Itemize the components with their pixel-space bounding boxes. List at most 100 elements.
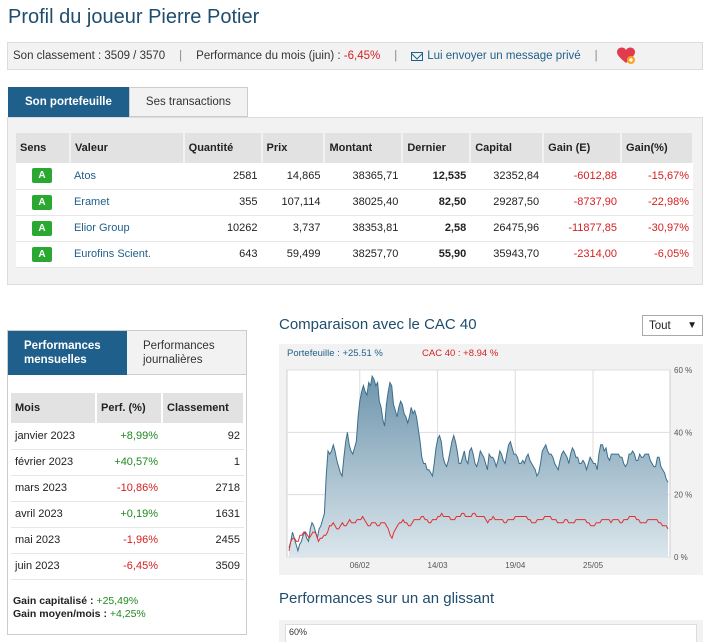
legend-portfolio: Portefeuille : +25.51 % — [287, 348, 383, 359]
table-row: juin 2023 -6,45% 3509 — [11, 553, 244, 580]
rolling-performance-chart: 60% — [279, 620, 703, 642]
capital-cell: 29287,50 — [470, 189, 544, 216]
rank-cell: 2718 — [162, 475, 244, 502]
separator: | — [179, 50, 183, 62]
chevron-down-icon: ▼ — [687, 320, 697, 331]
rank-cell: 1 — [162, 449, 244, 476]
last-price-cell: 82,50 — [402, 189, 471, 216]
y-tick-label: 20 % — [674, 491, 692, 500]
col-header-dernier[interactable]: Dernier — [402, 133, 472, 163]
table-row: mai 2023 -1,96% 2455 — [11, 527, 244, 554]
y-tick-label: 40 % — [674, 428, 692, 437]
separator: | — [394, 50, 398, 62]
stock-link[interactable]: Atos — [69, 163, 184, 190]
portfolio-panel: Sens Valeur Quantité Prix Montant Dernie… — [7, 117, 703, 285]
send-message-label: Lui envoyer un message privé — [427, 50, 581, 62]
last-price-cell: 2,58 — [402, 215, 471, 242]
tab-daily-performance[interactable]: Performances journalières — [127, 331, 246, 375]
amount-cell: 38257,70 — [324, 241, 403, 268]
x-tick-label: 19/04 — [505, 561, 526, 570]
perf-cell: +40,57% — [96, 449, 162, 476]
table-row: janvier 2023 +8,99% 92 — [11, 423, 244, 450]
amount-cell: 38353,81 — [324, 215, 403, 242]
table-row: A Atos 2581 14,865 38365,71 12,535 32352… — [16, 163, 693, 190]
gain-average-value: +4,25% — [109, 608, 146, 620]
amount-cell: 38025,40 — [324, 189, 403, 216]
separator: | — [594, 50, 598, 62]
legend-cac40: CAC 40 : +8.94 % — [422, 348, 499, 359]
rank-cell: 2455 — [162, 527, 244, 554]
col-header-valeur[interactable]: Valeur — [69, 133, 185, 163]
monthly-performance-label: Performance du mois (juin) : — [196, 50, 344, 62]
monthly-table-header: Mois Perf. (%) Classement — [11, 393, 245, 423]
table-row: A Eramet 355 107,114 38025,40 82,50 2928… — [16, 189, 693, 216]
rank-cell: 1631 — [162, 501, 244, 528]
price-cell: 107,114 — [261, 189, 325, 216]
price-cell: 14,865 — [261, 163, 325, 190]
rolling-performance-title: Performances sur un an glissant — [279, 590, 495, 607]
tab-portfolio[interactable]: Son portefeuille — [8, 87, 129, 117]
buy-badge: A — [32, 220, 52, 236]
comparison-chart-svg: 0 % 20 % 40 % 60 % 06/02 14/03 19/04 25/05 — [286, 366, 692, 570]
gain-pct-cell: -30,97% — [621, 215, 693, 242]
comparison-title: Comparaison avec le CAC 40 — [279, 316, 477, 333]
portfolio-area — [289, 376, 668, 557]
gain-average-label: Gain moyen/mois : — [13, 608, 110, 620]
gain-pct-cell: -15,67% — [621, 163, 693, 190]
table-row: A Elior Group 10262 3,737 38353,81 2,58 … — [16, 215, 693, 242]
tab-transactions[interactable]: Ses transactions — [128, 87, 248, 117]
gain-e-cell: -11877,85 — [543, 215, 622, 242]
month-cell: février 2023 — [11, 449, 96, 476]
quantity-cell: 355 — [183, 189, 262, 216]
price-cell: 3,737 — [261, 215, 325, 242]
portfolio-table: Sens Valeur Quantité Prix Montant Dernie… — [16, 133, 694, 268]
gain-e-cell: -6012,88 — [543, 163, 622, 190]
gain-e-cell: -2314,00 — [543, 241, 622, 268]
quantity-cell: 643 — [183, 241, 262, 268]
table-row: mars 2023 -10,86% 2718 — [11, 475, 244, 502]
perf-cell: -6,45% — [96, 553, 162, 580]
heart-icon[interactable] — [616, 46, 636, 66]
player-info-bar: Son classement : 3509 / 3570 | Performan… — [7, 42, 703, 70]
envelope-icon — [411, 51, 424, 61]
period-select-value: Tout — [649, 319, 671, 332]
sens-cell: A — [16, 189, 70, 216]
col-header-montant[interactable]: Montant — [324, 133, 404, 163]
last-price-cell: 55,90 — [402, 241, 471, 268]
stock-link[interactable]: Eurofins Scient. — [69, 241, 184, 268]
price-cell: 59,499 — [261, 241, 325, 268]
col-header-capital[interactable]: Capital — [470, 133, 545, 163]
month-cell: janvier 2023 — [11, 423, 96, 450]
col-header-gain-pct[interactable]: Gain(%) — [621, 133, 694, 163]
sens-cell: A — [16, 215, 70, 242]
comparison-chart: Portefeuille : +25.51 % CAC 40 : +8.94 %… — [279, 344, 703, 575]
quantity-cell: 10262 — [183, 215, 262, 242]
send-message-link[interactable]: Lui envoyer un message privé — [411, 50, 581, 62]
month-cell: juin 2023 — [11, 553, 96, 580]
col-header-rank[interactable]: Classement — [162, 393, 245, 423]
col-header-perf[interactable]: Perf. (%) — [96, 393, 163, 423]
gain-capitalized: Gain capitalisé : +25,49% — [13, 595, 146, 608]
stock-link[interactable]: Eramet — [69, 189, 184, 216]
rank-cell: 92 — [162, 423, 244, 450]
tab-monthly-performance[interactable]: Performances mensuelles — [8, 331, 127, 375]
rolling-chart-area: 60% — [285, 624, 697, 642]
rank-cell: 3509 — [162, 553, 244, 580]
y-tick-label: 0 % — [674, 553, 688, 562]
col-header-gain-e[interactable]: Gain (E) — [543, 133, 623, 163]
cac40-series-line — [288, 512, 669, 551]
col-header-sens[interactable]: Sens — [16, 133, 71, 163]
col-header-prix[interactable]: Prix — [261, 133, 326, 163]
x-tick-label: 14/03 — [428, 561, 449, 570]
ranking-text: Son classement : 3509 / 3570 — [13, 50, 166, 62]
sens-cell: A — [16, 163, 70, 190]
performance-tabs: Performances mensuelles Performances jou… — [8, 331, 246, 375]
col-header-month[interactable]: Mois — [11, 393, 97, 423]
col-header-quantite[interactable]: Quantité — [183, 133, 263, 163]
period-select[interactable]: Tout ▼ — [642, 315, 703, 336]
rolling-y-tick: 60% — [289, 627, 308, 637]
stock-link[interactable]: Elior Group — [69, 215, 184, 242]
monthly-performance-value: -6,45% — [343, 50, 381, 62]
gain-average: Gain moyen/mois : +4,25% — [13, 608, 146, 621]
quantity-cell: 2581 — [183, 163, 262, 190]
